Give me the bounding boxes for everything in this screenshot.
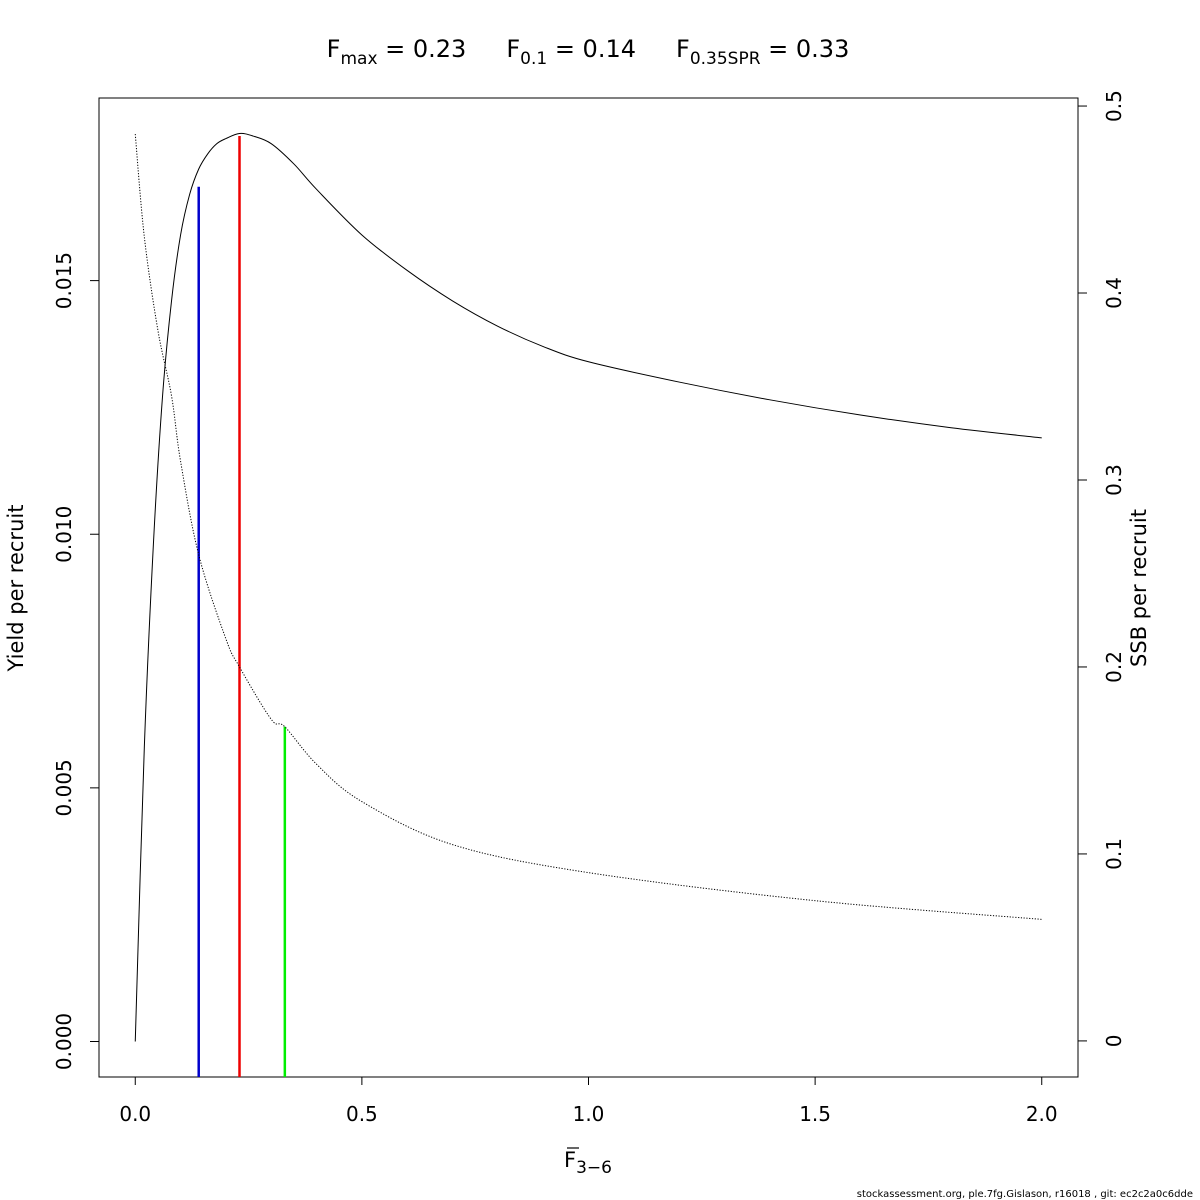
- y-tick-label: 0.005: [52, 759, 76, 816]
- y2-axis-label: SSB per recruit: [1127, 509, 1151, 667]
- x-tick-label: 1.0: [573, 1102, 605, 1126]
- y2-tick-label: 0.2: [1102, 651, 1126, 683]
- x-axis: 0.0 0.5 1.0 1.5 2.0: [119, 1077, 1058, 1126]
- title-part-sub: 0.1: [520, 49, 547, 69]
- x-axis-label: F3−6: [564, 1148, 612, 1178]
- y2-tick-label: 0: [1102, 1035, 1126, 1048]
- y2-tick-label: 0.5: [1102, 90, 1126, 122]
- y-tick-label: 0.015: [52, 252, 76, 309]
- series-layer: [134, 132, 1042, 1042]
- title-part-main: F: [506, 35, 520, 63]
- x-tick-label: 2.0: [1026, 1102, 1058, 1126]
- plot-frame: [98, 97, 1079, 1078]
- y-axis-label: Yield per recruit: [4, 505, 28, 673]
- yield-per-recruit-line: [134, 132, 1042, 1042]
- title-part-main: F: [327, 35, 341, 63]
- title-part-value: = 0.23: [378, 35, 467, 63]
- y-axis-left: 0.000 0.005 0.010 0.015: [52, 252, 99, 1070]
- footer-credit: stockassessment.org, ple.7fg.Gislason, r…: [857, 1189, 1193, 1200]
- x-axis-label-main: F: [564, 1148, 576, 1172]
- y2-tick-label: 0.4: [1102, 277, 1126, 309]
- y-tick-label: 0.000: [52, 1013, 76, 1070]
- y-axis-right: 0 0.1 0.2 0.3 0.4 0.5: [1078, 90, 1126, 1047]
- y-tick-label: 0.010: [52, 506, 76, 563]
- reference-lines: [197, 136, 287, 1077]
- x-tick-label: 0.0: [119, 1102, 151, 1126]
- y2-tick-label: 0.3: [1102, 464, 1126, 496]
- x-axis-label-sub: 3−6: [576, 1158, 612, 1178]
- title-part-value: = 0.14: [547, 35, 636, 63]
- chart-title: Fmax = 0.23 F0.1 = 0.14 F0.35SPR = 0.33: [327, 35, 850, 69]
- title-part-value: = 0.33: [761, 35, 850, 63]
- title-part-main: F: [676, 35, 690, 63]
- title-part-sub: max: [340, 49, 377, 69]
- x-tick-label: 1.5: [799, 1102, 831, 1126]
- ssb-per-recruit-line: [134, 134, 1042, 920]
- y2-tick-label: 0.1: [1102, 838, 1126, 870]
- x-tick-label: 0.5: [346, 1102, 378, 1126]
- title-part-sub: 0.35SPR: [690, 49, 761, 69]
